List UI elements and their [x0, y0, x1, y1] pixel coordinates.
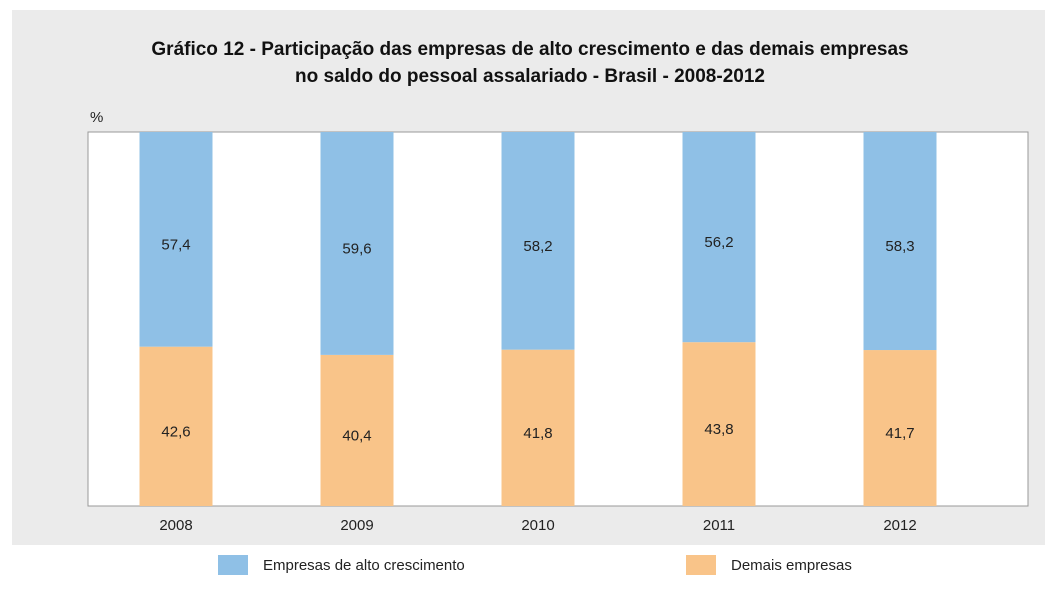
legend-swatch — [686, 555, 716, 575]
legend-swatch — [218, 555, 248, 575]
bar-segment — [320, 354, 394, 506]
x-tick-label: 2012 — [883, 517, 916, 534]
data-label: 56,2 — [704, 234, 733, 251]
bar-segment — [501, 132, 575, 350]
bar-segment — [863, 350, 937, 506]
bar-segment — [320, 132, 394, 355]
x-tick-label: 2009 — [340, 517, 373, 534]
data-label: 58,3 — [885, 238, 914, 255]
legend-label: Empresas de alto crescimento — [263, 557, 465, 574]
legend-label: Demais empresas — [731, 557, 852, 574]
bar-segment — [863, 132, 937, 351]
y-unit: % — [90, 109, 103, 126]
x-tick-label: 2008 — [159, 517, 192, 534]
bar-segment — [682, 342, 756, 506]
chart-title: Gráfico 12 - Participação das empresas d… — [151, 39, 908, 60]
data-label: 57,4 — [161, 236, 190, 253]
bar-segment — [139, 132, 213, 347]
bar-segment — [501, 349, 575, 506]
data-label: 41,7 — [885, 425, 914, 442]
data-label: 40,4 — [342, 427, 371, 444]
bar-segment — [682, 132, 756, 343]
x-tick-label: 2011 — [703, 517, 735, 534]
x-tick-label: 2010 — [521, 517, 554, 534]
data-label: 58,2 — [523, 238, 552, 255]
data-label: 41,8 — [523, 425, 552, 442]
data-label: 43,8 — [704, 421, 733, 438]
bar-segment — [139, 346, 213, 506]
data-label: 59,6 — [342, 240, 371, 257]
chart-title: no saldo do pessoal assalariado - Brasil… — [295, 66, 765, 87]
data-label: 42,6 — [161, 423, 190, 440]
